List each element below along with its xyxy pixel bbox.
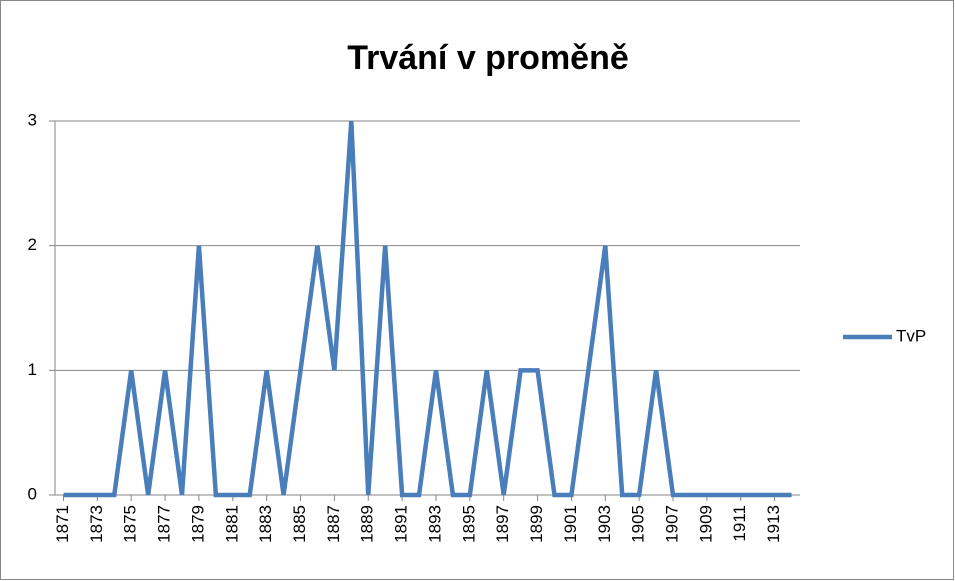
- x-tick-label: 1885: [290, 505, 309, 543]
- x-tick-label: 1871: [53, 505, 72, 543]
- x-tick-label: 1913: [764, 505, 783, 543]
- y-tick-label: 2: [28, 235, 37, 254]
- x-tick-label: 1899: [527, 505, 546, 543]
- y-tick-label: 1: [28, 360, 37, 379]
- x-tick-label: 1887: [324, 505, 343, 543]
- x-tick-label: 1893: [425, 505, 444, 543]
- x-tick-label: 1903: [595, 505, 614, 543]
- line-series: [63, 120, 792, 498]
- x-tick-label: 1909: [696, 505, 715, 543]
- legend-label: TvP: [896, 326, 926, 345]
- x-tick-label: 1877: [155, 505, 174, 543]
- x-tick-label: 1897: [493, 505, 512, 543]
- x-tick-label: 1891: [392, 505, 411, 543]
- y-tick-label: 3: [28, 110, 37, 129]
- x-tick-label: 1889: [358, 505, 377, 543]
- x-tick-label: 1881: [222, 505, 241, 543]
- x-tick-label: 1895: [459, 505, 478, 543]
- x-tick-label: 1873: [87, 505, 106, 543]
- x-tick-label: 1905: [629, 505, 648, 543]
- x-tick-label: 1883: [256, 505, 275, 543]
- x-tick-label: 1875: [121, 505, 140, 543]
- x-tick-label: 1911: [730, 505, 749, 542]
- y-tick-label: 0: [28, 484, 37, 503]
- x-tick-label: 1907: [662, 505, 681, 543]
- x-tick-label: 1879: [188, 505, 207, 543]
- chart-title: Trvání v proměně: [347, 39, 629, 77]
- x-tick-label: 1901: [561, 505, 580, 543]
